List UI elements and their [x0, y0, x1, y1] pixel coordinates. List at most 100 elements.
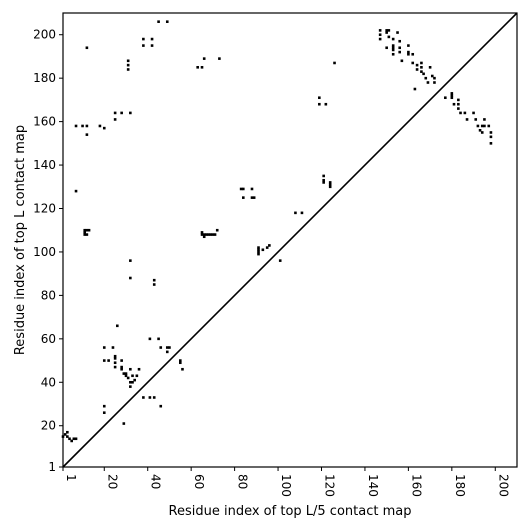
- contact-point: [387, 35, 391, 39]
- contact-point: [387, 29, 391, 32]
- contact-point: [148, 337, 152, 341]
- contact-point: [396, 31, 399, 34]
- contact-point: [113, 118, 117, 121]
- contact-point: [196, 66, 199, 69]
- contact-point: [300, 211, 304, 215]
- contact-point: [85, 124, 89, 128]
- contact-point: [257, 252, 260, 256]
- contact-point: [328, 185, 332, 189]
- contact-point: [122, 422, 126, 425]
- y-tick-label: 40: [41, 375, 56, 389]
- y-tick-label: 140: [33, 158, 56, 172]
- contact-point: [85, 233, 89, 236]
- contact-point: [74, 437, 78, 441]
- contact-point: [81, 124, 84, 128]
- contact-point: [483, 118, 486, 121]
- contact-point: [328, 183, 332, 186]
- contact-point: [489, 131, 493, 134]
- contact-point: [202, 57, 206, 60]
- contact-point: [391, 48, 395, 52]
- contact-point: [83, 231, 87, 234]
- contact-point: [294, 211, 297, 215]
- contact-point: [433, 81, 436, 84]
- x-tick-label: 200: [496, 474, 510, 497]
- contact-point: [126, 376, 130, 380]
- contact-point: [129, 276, 132, 280]
- contact-point: [265, 246, 269, 249]
- contact-point: [142, 44, 145, 47]
- x-tick-label: 180: [453, 474, 467, 497]
- contact-point: [278, 259, 282, 262]
- contact-point: [70, 439, 73, 443]
- contact-point: [202, 233, 206, 236]
- contact-point: [480, 131, 484, 134]
- contact-point: [66, 435, 69, 438]
- contact-point: [476, 124, 480, 128]
- contact-point: [165, 346, 169, 349]
- contact-point: [202, 235, 206, 239]
- contact-point: [129, 385, 132, 388]
- y-tick-label: 180: [33, 71, 56, 85]
- contact-point: [120, 359, 123, 362]
- contact-point: [378, 33, 382, 37]
- x-axis-label: Residue index of top L/5 contact map: [169, 504, 412, 519]
- contact-point: [413, 87, 417, 91]
- contact-point: [385, 29, 388, 32]
- contact-point: [72, 437, 76, 441]
- contact-point: [415, 63, 419, 67]
- contact-point: [142, 396, 145, 399]
- contact-point: [322, 174, 325, 178]
- contact-point: [126, 68, 130, 71]
- contact-point: [328, 181, 332, 184]
- x-tick-label: 40: [149, 474, 163, 489]
- contact-point: [444, 96, 447, 100]
- contact-point: [85, 133, 89, 136]
- contact-point: [391, 37, 395, 41]
- contact-point: [478, 129, 482, 132]
- contact-point: [213, 233, 217, 236]
- contact-point: [407, 50, 410, 54]
- contact-point: [165, 350, 169, 354]
- contact-point: [120, 367, 123, 371]
- contact-point: [472, 111, 475, 115]
- contact-point: [252, 196, 256, 199]
- contact-point: [207, 233, 210, 236]
- contact-point: [415, 68, 419, 71]
- contact-point: [85, 46, 89, 50]
- y-axis-label: Residue index of top L contact map: [13, 125, 28, 355]
- y-tick-label: 100: [33, 245, 56, 259]
- contact-point: [391, 46, 395, 50]
- contact-point: [200, 233, 204, 236]
- contact-point: [391, 52, 395, 56]
- contact-point: [126, 59, 130, 63]
- x-tick-label: 20: [105, 474, 119, 489]
- contact-point: [102, 359, 106, 362]
- x-tick-label: 160: [409, 474, 423, 497]
- contact-point: [102, 404, 106, 408]
- contact-point: [420, 70, 423, 73]
- contact-point: [98, 124, 102, 128]
- contact-point: [168, 346, 171, 349]
- contact-point: [157, 20, 160, 23]
- contact-point: [83, 233, 87, 236]
- contact-point: [150, 37, 154, 41]
- contact-point: [113, 354, 117, 358]
- contact-point: [215, 228, 219, 232]
- contact-point: [102, 411, 106, 414]
- contact-point: [420, 61, 423, 65]
- contact-point: [211, 233, 215, 236]
- contact-point: [87, 228, 91, 232]
- contact-point: [133, 378, 136, 382]
- contact-point: [333, 61, 336, 65]
- contact-point: [200, 231, 204, 234]
- diagonal-line: [62, 12, 518, 468]
- y-tick-label: 80: [41, 288, 56, 302]
- contact-point: [113, 361, 117, 365]
- contact-point: [113, 357, 117, 360]
- contact-point: [152, 283, 156, 286]
- contact-point: [159, 404, 163, 408]
- contact-point: [422, 72, 425, 76]
- contact-point: [61, 435, 65, 438]
- contact-point: [474, 118, 478, 121]
